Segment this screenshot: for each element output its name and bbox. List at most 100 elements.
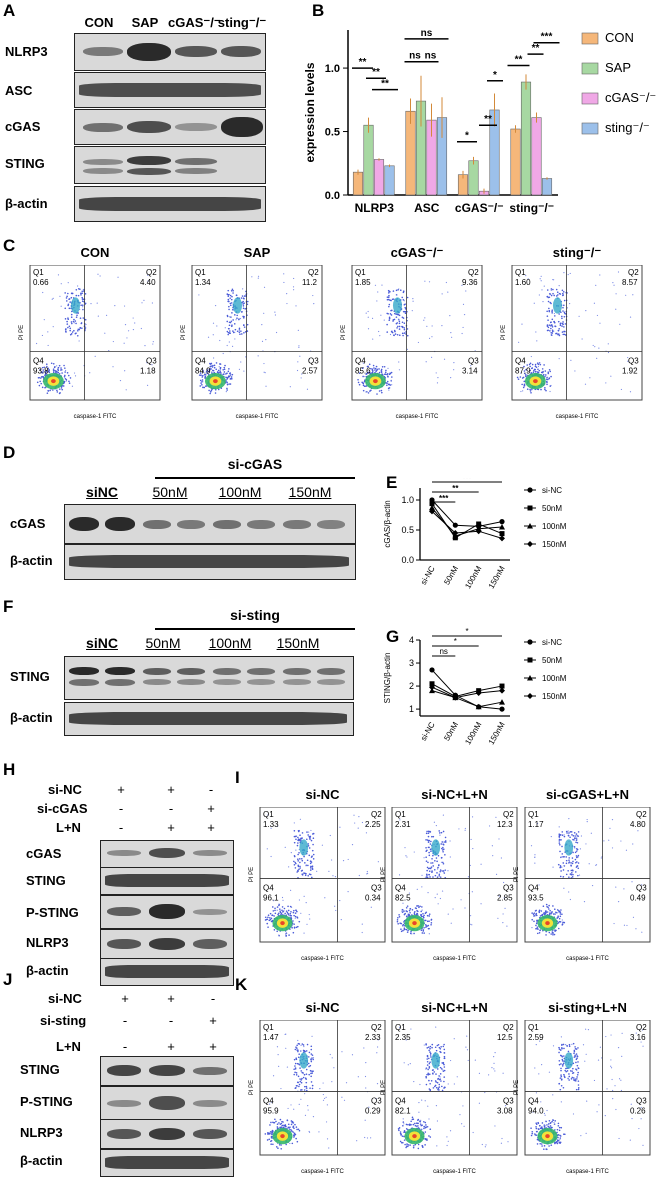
event-dot — [576, 1055, 579, 1058]
event-dot — [571, 862, 574, 865]
y-axis-label: PI PE — [514, 1080, 520, 1095]
event-dot — [428, 870, 431, 872]
event-dot — [236, 330, 239, 333]
event-dot — [363, 385, 366, 388]
event-dot — [562, 921, 564, 924]
event-dot — [621, 1055, 623, 1057]
event-dot — [426, 830, 428, 833]
event-dot — [587, 1029, 590, 1031]
event-dot — [420, 1124, 423, 1127]
event-dot — [536, 926, 539, 928]
event-dot — [380, 371, 383, 374]
event-dot — [573, 831, 576, 834]
density-core — [280, 921, 285, 926]
event-dot — [439, 834, 441, 836]
event-dot — [56, 389, 58, 392]
event-dot — [68, 307, 71, 310]
event-dot — [297, 329, 299, 331]
event-dot — [424, 1126, 427, 1129]
event-dot — [41, 372, 43, 374]
event-dot — [570, 359, 572, 361]
flow-plot-title: sting⁻/⁻ — [552, 245, 602, 260]
density-core — [431, 1052, 441, 1069]
event-dot — [432, 835, 435, 838]
q1-name: Q1 — [263, 1023, 274, 1032]
event-dot — [427, 832, 430, 835]
event-dot — [94, 355, 96, 357]
event-dot — [392, 320, 394, 322]
event-dot — [403, 927, 406, 930]
event-dot — [391, 309, 393, 312]
event-dot — [538, 362, 541, 364]
event-dot — [287, 1126, 290, 1129]
event-dot — [270, 827, 272, 829]
event-dot — [462, 326, 464, 329]
event-dot — [46, 392, 49, 394]
event-dot — [361, 931, 363, 934]
event-dot — [575, 1088, 578, 1091]
event-dot — [539, 363, 542, 366]
event-dot — [64, 374, 66, 377]
q2-value: 4.80 — [630, 820, 646, 829]
event-dot — [272, 1143, 274, 1146]
event-dot — [558, 1063, 561, 1066]
event-dot — [302, 1044, 305, 1046]
event-dot — [403, 310, 406, 313]
event-dot — [358, 372, 361, 374]
event-dot — [144, 345, 146, 347]
event-dot — [242, 297, 245, 299]
event-dot — [534, 365, 537, 368]
event-dot — [559, 324, 562, 327]
event-dot — [59, 295, 61, 297]
event-dot — [547, 319, 549, 321]
panel-h-mark: + — [167, 782, 175, 797]
event-dot — [299, 834, 301, 837]
event-dot — [478, 1072, 481, 1074]
event-dot — [201, 384, 203, 386]
event-dot — [84, 327, 87, 329]
event-dot — [52, 389, 54, 391]
event-dot — [558, 909, 560, 912]
event-dot — [635, 928, 637, 930]
event-dot — [561, 1065, 564, 1067]
event-dot — [440, 847, 443, 850]
event-dot — [407, 929, 409, 932]
event-dot — [568, 876, 570, 878]
event-dot — [251, 276, 253, 278]
event-dot — [574, 847, 576, 849]
event-dot — [570, 873, 573, 876]
event-dot — [575, 1078, 578, 1080]
event-dot — [397, 916, 399, 919]
event-dot — [285, 1047, 287, 1049]
event-dot — [559, 1088, 562, 1091]
event-dot — [532, 1111, 534, 1113]
event-dot — [533, 302, 535, 304]
significance-label: * — [465, 131, 469, 142]
event-dot — [405, 910, 408, 912]
event-dot — [227, 370, 230, 373]
event-dot — [263, 286, 266, 288]
event-dot — [562, 875, 565, 878]
event-dot — [527, 278, 529, 280]
event-dot — [617, 901, 620, 903]
event-dot — [235, 294, 238, 296]
event-dot — [434, 859, 436, 862]
event-dot — [550, 289, 552, 291]
event-dot — [202, 374, 204, 377]
event-dot — [223, 366, 226, 369]
blot-h-psting — [100, 895, 234, 929]
event-dot — [61, 388, 64, 391]
event-dot — [403, 300, 405, 302]
event-dot — [631, 881, 633, 883]
event-dot — [561, 1047, 563, 1050]
event-dot — [227, 298, 230, 301]
x-axis-label: caspase-1 FITC — [566, 956, 609, 962]
data-point — [452, 694, 459, 701]
event-dot — [564, 334, 567, 336]
event-dot — [559, 911, 562, 914]
event-dot — [405, 915, 408, 917]
event-dot — [497, 917, 499, 919]
event-dot — [265, 339, 267, 341]
event-dot — [554, 1120, 556, 1122]
event-dot — [547, 378, 549, 381]
